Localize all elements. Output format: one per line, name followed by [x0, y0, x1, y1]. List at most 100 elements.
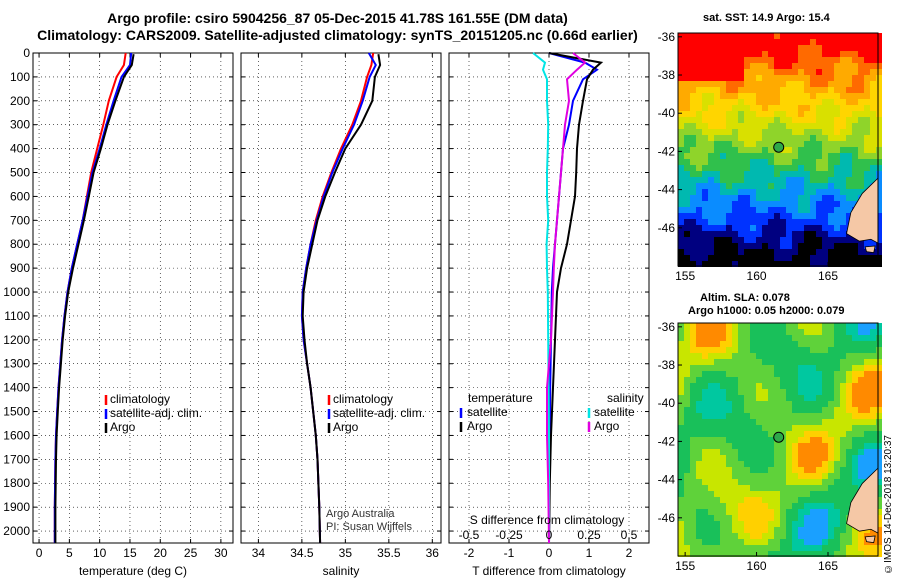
map-cell: [870, 407, 876, 413]
map-cell: [786, 51, 792, 57]
map-cell: [720, 503, 726, 509]
map-cell: [876, 371, 882, 377]
map-cell: [792, 509, 798, 515]
map-cell: [804, 141, 810, 147]
map-cell: [816, 261, 822, 267]
map-cell: [822, 99, 828, 105]
map-cell: [780, 201, 786, 207]
map-cell: [750, 225, 756, 231]
map-cell: [738, 69, 744, 75]
map-cell: [780, 395, 786, 401]
map-cell: [750, 249, 756, 255]
map-cell: [702, 473, 708, 479]
map-cell: [750, 177, 756, 183]
map-cell: [774, 129, 780, 135]
map-cell: [774, 515, 780, 521]
map-cell: [684, 521, 690, 527]
map-cell: [696, 249, 702, 255]
map-cell: [858, 473, 864, 479]
map-cell: [768, 443, 774, 449]
map-cell: [714, 329, 720, 335]
map-cell: [756, 407, 762, 413]
map-cell: [684, 539, 690, 545]
map-cell: [720, 323, 726, 329]
map-cell: [846, 255, 852, 261]
map-cell: [762, 335, 768, 341]
map-cell: [714, 503, 720, 509]
map-cell: [732, 39, 738, 45]
map-cell: [792, 219, 798, 225]
map-cell: [678, 189, 684, 195]
map-cell: [816, 249, 822, 255]
map-cell: [690, 237, 696, 243]
map-cell: [708, 231, 714, 237]
map-cell: [834, 237, 840, 243]
map-cell: [810, 87, 816, 93]
map-cell: [810, 243, 816, 249]
map-cell: [786, 63, 792, 69]
x-axis-label: salinity: [323, 564, 360, 578]
map-cell: [684, 33, 690, 39]
map-cell: [768, 69, 774, 75]
map-cell: [834, 219, 840, 225]
map-cell: [870, 371, 876, 377]
map-cell: [864, 99, 870, 105]
map-cell: [762, 177, 768, 183]
map-cell: [714, 195, 720, 201]
map-cell: [696, 189, 702, 195]
map-cell: [816, 539, 822, 545]
map-cell: [834, 171, 840, 177]
map-cell: [732, 449, 738, 455]
map-cell: [774, 455, 780, 461]
map-cell: [828, 551, 834, 557]
map-cell: [738, 171, 744, 177]
map-cell: [840, 515, 846, 521]
map-cell: [876, 383, 882, 389]
map-cell: [726, 509, 732, 515]
map-cell: [726, 207, 732, 213]
map-cell: [732, 111, 738, 117]
map-cell: [726, 225, 732, 231]
map-cell: [768, 141, 774, 147]
map-cell: [720, 395, 726, 401]
map-cell: [690, 105, 696, 111]
map-cell: [678, 153, 684, 159]
map-cell: [714, 51, 720, 57]
map-cell: [720, 207, 726, 213]
map-cell: [840, 407, 846, 413]
map-cell: [858, 255, 864, 261]
map-cell: [828, 443, 834, 449]
map-cell: [750, 335, 756, 341]
map-cell: [726, 341, 732, 347]
map-cell: [876, 45, 882, 51]
map-cell: [798, 551, 804, 557]
map-cell: [828, 219, 834, 225]
map-cell: [846, 377, 852, 383]
sla-map-frame: [677, 322, 879, 557]
map-cell: [804, 365, 810, 371]
map-cell: [858, 243, 864, 249]
map-cell: [840, 81, 846, 87]
map-cell: [708, 69, 714, 75]
map-cell: [774, 189, 780, 195]
map-cell: [846, 341, 852, 347]
x-tick-label: 15: [123, 546, 137, 560]
map-cell: [774, 425, 780, 431]
map-cell: [678, 353, 684, 359]
map-cell: [726, 473, 732, 479]
map-cell: [696, 159, 702, 165]
map-cell: [804, 371, 810, 377]
map-cell: [822, 195, 828, 201]
map-cell: [786, 425, 792, 431]
map-cell: [738, 213, 744, 219]
map-cell: [858, 383, 864, 389]
map-cell: [798, 371, 804, 377]
map-cell: [852, 545, 858, 551]
map-cell: [690, 419, 696, 425]
map-cell: [720, 389, 726, 395]
map-cell: [804, 497, 810, 503]
map-cell: [834, 503, 840, 509]
map-cell: [780, 425, 786, 431]
map-cell: [708, 533, 714, 539]
map-cell: [876, 473, 882, 479]
